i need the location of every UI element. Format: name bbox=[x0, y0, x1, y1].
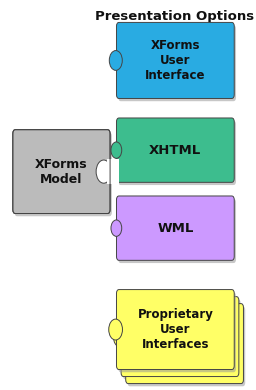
FancyBboxPatch shape bbox=[116, 118, 234, 183]
FancyBboxPatch shape bbox=[15, 133, 112, 216]
Circle shape bbox=[109, 319, 122, 340]
Text: XForms
User
Interface: XForms User Interface bbox=[145, 39, 206, 82]
FancyBboxPatch shape bbox=[118, 292, 236, 372]
FancyBboxPatch shape bbox=[116, 23, 234, 99]
FancyBboxPatch shape bbox=[119, 320, 124, 339]
Circle shape bbox=[118, 333, 132, 354]
FancyBboxPatch shape bbox=[119, 143, 123, 158]
FancyBboxPatch shape bbox=[119, 221, 123, 236]
FancyBboxPatch shape bbox=[123, 300, 241, 379]
FancyBboxPatch shape bbox=[116, 289, 234, 370]
FancyBboxPatch shape bbox=[128, 334, 133, 353]
Text: WML: WML bbox=[157, 222, 194, 235]
Text: Proprietary
User
Interfaces: Proprietary User Interfaces bbox=[137, 308, 213, 351]
Circle shape bbox=[96, 160, 111, 183]
FancyBboxPatch shape bbox=[118, 121, 236, 185]
FancyBboxPatch shape bbox=[116, 196, 234, 261]
Text: XHTML: XHTML bbox=[149, 144, 201, 157]
Circle shape bbox=[113, 326, 127, 347]
FancyBboxPatch shape bbox=[98, 161, 104, 182]
FancyBboxPatch shape bbox=[118, 199, 236, 263]
FancyBboxPatch shape bbox=[121, 296, 239, 377]
FancyBboxPatch shape bbox=[127, 307, 245, 386]
Text: XForms
Model: XForms Model bbox=[35, 158, 88, 186]
Circle shape bbox=[111, 142, 122, 158]
FancyBboxPatch shape bbox=[119, 51, 123, 69]
FancyBboxPatch shape bbox=[13, 129, 110, 214]
Text: Presentation Options: Presentation Options bbox=[94, 10, 254, 23]
FancyBboxPatch shape bbox=[118, 25, 236, 101]
Circle shape bbox=[111, 220, 122, 236]
FancyBboxPatch shape bbox=[126, 303, 243, 384]
Circle shape bbox=[109, 51, 122, 70]
FancyBboxPatch shape bbox=[107, 159, 119, 184]
FancyBboxPatch shape bbox=[123, 327, 128, 346]
